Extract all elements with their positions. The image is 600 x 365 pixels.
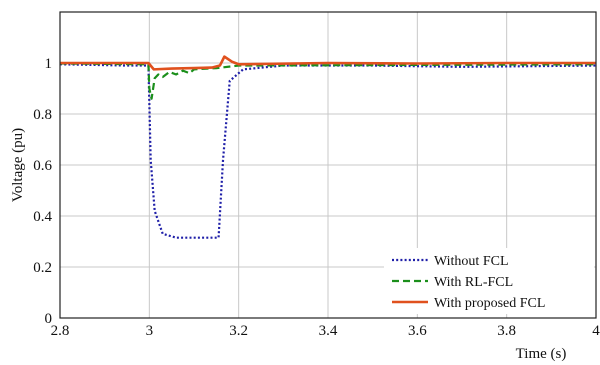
- x-tick-label: 3.2: [229, 323, 248, 339]
- plot-frame: [59, 11, 597, 319]
- y-tick-label: 0.6: [33, 158, 52, 174]
- series-line-0: [59, 63, 597, 239]
- series-lines: [59, 55, 597, 239]
- legend-label: With proposed FCL: [434, 296, 545, 311]
- legend-label: With RL-FCL: [434, 275, 513, 290]
- y-tick-label: 0.8: [33, 107, 52, 123]
- x-tick-label: 3.6: [408, 323, 427, 339]
- x-tick-label: 3.4: [319, 323, 338, 339]
- legend-label: Without FCL: [434, 254, 509, 269]
- x-tick-label: 3.8: [497, 323, 516, 339]
- tick-labels: 2.8 3 3.2 3.4 3.6 3.8 4 0 0.2 0.4 0.6 0.8 1: [33, 56, 600, 339]
- y-axis-label: Voltage (pu): [10, 128, 26, 202]
- y-tick-label: 0.2: [33, 260, 52, 276]
- x-tick-label: 3: [146, 323, 154, 339]
- y-tick-label: 1: [45, 56, 53, 72]
- y-tick-label: 0.4: [33, 209, 52, 225]
- legend: Without FCL With RL-FCL With proposed FCL: [384, 248, 594, 314]
- x-tick-label: 2.8: [51, 323, 70, 339]
- y-tick-label: 0: [45, 311, 53, 327]
- series-line-1: [59, 62, 597, 100]
- series-line-2: [60, 55, 596, 71]
- x-axis-label: Time (s): [516, 346, 567, 362]
- x-tick-label: 4: [592, 323, 600, 339]
